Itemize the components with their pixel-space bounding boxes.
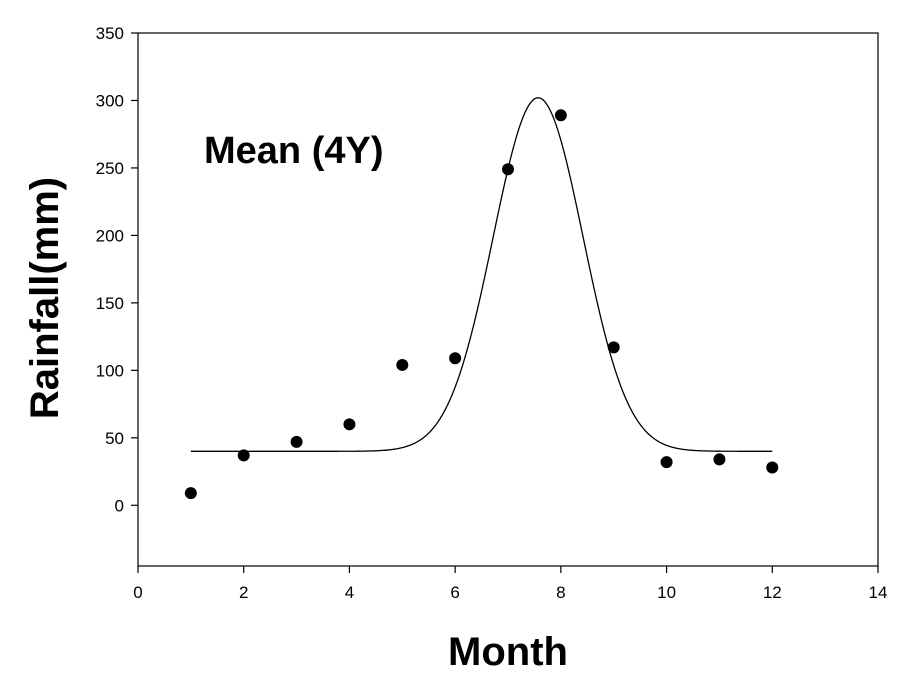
fit-curve-line — [190, 97, 773, 452]
data-point — [713, 453, 726, 466]
y-axis-title: Rainfall(mm) — [23, 177, 67, 419]
fit-curve-layer — [190, 97, 773, 452]
plot-frame — [137, 32, 879, 567]
x-tick-label: 8 — [556, 583, 565, 602]
x-axis-title: Month — [448, 630, 568, 674]
data-point — [607, 341, 620, 354]
x-tick-label: 10 — [657, 583, 676, 602]
x-tick-label: 6 — [450, 583, 459, 602]
y-tick-label: 50 — [105, 429, 124, 448]
y-tick-label: 200 — [96, 226, 124, 245]
data-point — [660, 456, 673, 469]
x-axis-ticks: 0 2 4 6 8 10 12 14 — [133, 566, 887, 602]
data-point — [766, 461, 779, 474]
data-point — [396, 358, 409, 371]
y-tick-label: 150 — [96, 294, 124, 313]
x-tick-label: 4 — [345, 583, 354, 602]
data-point — [502, 163, 514, 176]
data-point — [343, 418, 356, 431]
y-axis-ticks: 0 50 100 150 200 250 300 350 — [96, 24, 138, 515]
data-point — [554, 109, 567, 122]
plot-border — [137, 32, 879, 567]
y-tick-label: 0 — [115, 496, 124, 515]
chart-annotation: Mean (4Y) — [204, 130, 383, 172]
x-tick-label: 2 — [239, 583, 248, 602]
y-tick-label: 350 — [96, 24, 124, 43]
y-tick-label: 250 — [96, 159, 124, 178]
y-tick-label: 300 — [96, 91, 124, 110]
data-points — [184, 109, 779, 500]
data-point — [184, 487, 197, 500]
data-point — [237, 449, 250, 462]
x-tick-label: 0 — [133, 583, 142, 602]
data-point — [290, 435, 303, 448]
x-tick-label: 14 — [869, 583, 888, 602]
x-tick-label: 12 — [763, 583, 782, 602]
data-point — [449, 352, 462, 365]
y-tick-label: 100 — [96, 361, 124, 380]
